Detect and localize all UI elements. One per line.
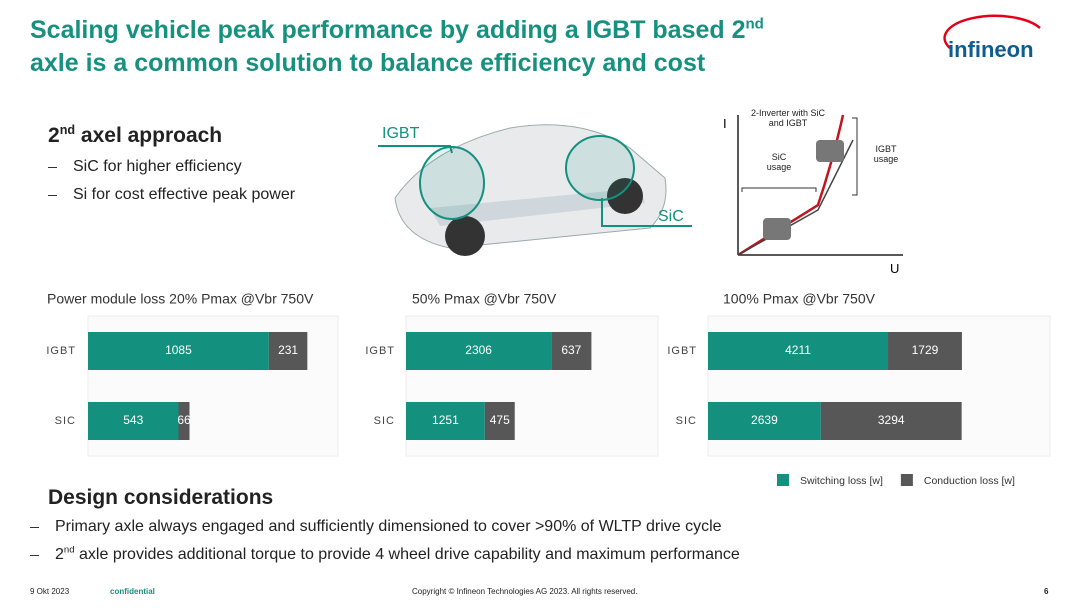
category-label: IGBT	[667, 345, 697, 357]
slide-title: Scaling vehicle peak performance by addi…	[30, 14, 764, 80]
footer-classification: confidential	[110, 587, 155, 596]
bullet-text: SiC for higher efficiency	[73, 158, 242, 175]
value-label: 543	[123, 413, 143, 427]
annotation-box: 2-Inverter with SiC and IGBT	[750, 108, 826, 128]
annotation-box: SiC usage	[766, 152, 792, 172]
bullet-part: axle provides additional torque to provi…	[74, 546, 740, 563]
value-label: 3294	[878, 413, 905, 427]
bullet: 2nd axle provides additional torque to p…	[30, 544, 740, 564]
bullet-dash	[48, 194, 57, 196]
title-line: axle is a common solution to balance eff…	[30, 49, 706, 77]
annotation: 2-Inverter with SiC and IGBT	[750, 108, 826, 128]
bar-segment	[268, 332, 308, 370]
legend-label: Conduction loss [w]	[924, 475, 1015, 487]
bracket	[741, 187, 817, 192]
bullet-text: 2nd axle provides additional torque to p…	[55, 544, 740, 564]
value-label: 475	[490, 413, 510, 427]
chart-title: Power module loss 20% Pmax @Vbr 750V	[47, 291, 314, 307]
value-label: 4211	[785, 343, 811, 357]
bar-segment	[551, 332, 592, 370]
title-line: Scaling vehicle peak performance by addi…	[30, 16, 746, 44]
logo-text: infineon	[948, 37, 1034, 62]
bullet: Primary axle always engaged and sufficie…	[30, 518, 722, 536]
callout-line	[378, 145, 453, 154]
wheel	[607, 178, 643, 214]
chart-title: 100% Pmax @Vbr 750V	[723, 291, 876, 307]
bar-segment	[88, 332, 269, 370]
legend-swatch	[777, 474, 789, 486]
callout-line	[601, 198, 692, 227]
bracket	[852, 117, 858, 196]
component-icon	[816, 140, 844, 162]
callout-label: IGBT	[382, 125, 420, 142]
category-label: SIC	[55, 415, 76, 427]
curve	[737, 139, 854, 256]
bar-segment	[406, 332, 552, 370]
bullet: Si for cost effective peak power	[48, 186, 295, 204]
legend-label: Switching loss [w]	[800, 475, 883, 487]
value-label: 1729	[912, 343, 939, 357]
bar-segment	[88, 402, 179, 440]
category-label: SIC	[374, 415, 395, 427]
wheel	[445, 216, 485, 256]
value-label: 2306	[465, 343, 492, 357]
bar-segment	[178, 402, 190, 440]
bar-segment	[484, 402, 515, 440]
heading-part: axel approach	[75, 124, 223, 147]
footer-date: 9 Okt 2023	[30, 587, 70, 596]
footer-copyright: Copyright © Infineon Technologies AG 202…	[412, 587, 638, 596]
car-floor	[430, 188, 645, 226]
value-label: 66	[177, 413, 191, 427]
bullet: SiC for higher efficiency	[48, 158, 242, 176]
chart-title: 50% Pmax @Vbr 750V	[412, 291, 557, 307]
sic-highlight	[565, 135, 635, 201]
bullet-text: Si for cost effective peak power	[73, 186, 296, 203]
value-label: 1085	[165, 343, 192, 357]
page-number: 6	[1044, 587, 1049, 596]
section-heading: 2nd axel approach	[48, 124, 222, 148]
axis-label: I	[723, 116, 727, 131]
heading-part: 2	[48, 124, 60, 147]
bullet-dash	[30, 526, 39, 528]
category-label: IGBT	[46, 345, 76, 357]
callout-label: SiC	[658, 208, 684, 225]
logo-arc	[943, 14, 1041, 49]
bar-segment	[708, 402, 821, 440]
annotation-box: IGBT usage	[873, 144, 899, 164]
igbt-highlight	[419, 146, 485, 220]
annotation: SiC usage	[766, 152, 792, 172]
title-superscript: nd	[745, 15, 764, 33]
bullet-superscript: nd	[63, 544, 75, 556]
value-label: 637	[561, 343, 581, 357]
heading-superscript: nd	[59, 123, 76, 137]
bullet-text: Primary axle always engaged and sufficie…	[55, 518, 722, 535]
logo: infineon	[943, 14, 1041, 62]
bar-segment	[888, 332, 962, 370]
category-label: SIC	[676, 415, 697, 427]
iu-graph: I U 2-Inverter with SiC and IGBT SiC usa…	[723, 108, 903, 276]
curve	[737, 114, 845, 257]
bar-segment	[406, 402, 485, 440]
annotation: IGBT usage	[873, 144, 899, 164]
value-label: 231	[278, 343, 298, 357]
category-label: IGBT	[365, 345, 395, 357]
value-label: 2639	[751, 413, 778, 427]
legend-swatch	[900, 474, 913, 486]
component-icon	[763, 218, 791, 240]
bar-segment	[820, 402, 962, 440]
bar-segment	[708, 332, 889, 370]
car-figure: IGBT SiC	[378, 124, 692, 256]
axis-label: U	[890, 261, 899, 276]
loss-charts: Power module loss 20% Pmax @Vbr 750V IGBT…	[46, 291, 1051, 487]
value-label: 1251	[432, 413, 459, 427]
section-heading: Design considerations	[48, 486, 274, 509]
bullet-dash	[48, 166, 57, 168]
bullet-part: 2	[55, 546, 64, 563]
bullet-dash	[30, 554, 39, 556]
